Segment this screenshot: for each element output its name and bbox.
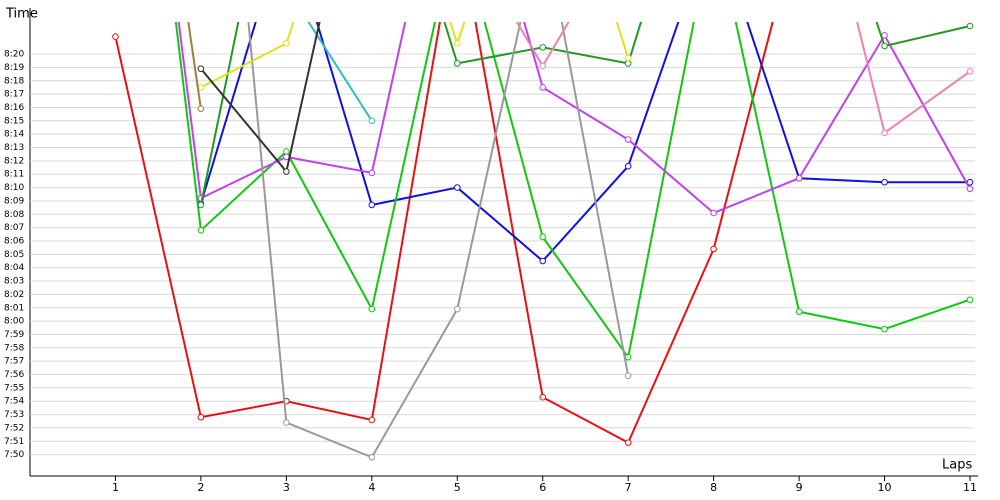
x-tick-label: 11 <box>963 481 977 494</box>
y-tick-label: 7:55 <box>4 383 24 393</box>
y-tick-label: 8:07 <box>4 223 24 233</box>
data-point <box>966 68 974 75</box>
y-tick-label: 7:54 <box>4 397 24 407</box>
y-tick-label: 7:56 <box>4 370 24 380</box>
data-point <box>710 245 717 253</box>
series-line <box>307 22 373 122</box>
y-tick-label: 7:52 <box>4 423 24 433</box>
data-point <box>795 174 803 182</box>
series-line <box>114 22 774 445</box>
x-tick-label: 5 <box>454 481 461 494</box>
x-tick-label: 8 <box>710 481 717 494</box>
y-tick-label: 7:50 <box>4 450 24 460</box>
series-line <box>200 22 630 89</box>
data-point <box>283 40 290 47</box>
x-tick-label: 1 <box>112 481 119 494</box>
data-point <box>197 105 205 113</box>
y-tick-label: 7:57 <box>4 357 24 367</box>
x-axis-title: Laps <box>942 458 972 473</box>
y-tick-label: 8:18 <box>4 76 24 86</box>
data-point <box>453 305 461 313</box>
data-point <box>368 454 376 461</box>
y-tick-label: 8:20 <box>4 50 24 60</box>
x-tick-label: 7 <box>625 481 632 494</box>
y-tick-label: 8:00 <box>4 317 24 327</box>
x-tick-label: 4 <box>368 481 375 494</box>
data-point <box>966 185 974 193</box>
x-tick-label: 10 <box>878 481 892 494</box>
data-point <box>624 372 632 380</box>
data-point <box>539 233 547 241</box>
y-tick-label: 8:05 <box>4 250 24 260</box>
y-tick-label: 8:13 <box>4 143 24 153</box>
y-tick-label: 8:01 <box>4 303 24 313</box>
y-tick-label: 8:19 <box>4 63 24 73</box>
data-point <box>966 22 974 30</box>
series-line <box>199 22 971 206</box>
data-point <box>966 296 974 304</box>
data-point <box>624 353 632 361</box>
data-point <box>197 65 205 73</box>
data-point <box>112 33 119 40</box>
data-point <box>197 201 205 209</box>
data-point <box>283 419 290 426</box>
x-tick-label: 9 <box>796 481 803 494</box>
y-tick-label: 7:58 <box>4 343 24 353</box>
data-point <box>624 439 632 446</box>
data-point <box>368 201 376 209</box>
y-tick-label: 8:04 <box>4 263 24 273</box>
data-point <box>453 60 461 67</box>
data-point <box>539 84 547 91</box>
data-point <box>368 169 376 177</box>
series-line <box>200 22 321 174</box>
data-point <box>197 227 205 234</box>
data-point <box>368 416 376 424</box>
x-tick-label: 6 <box>539 481 546 494</box>
data-point <box>881 325 888 333</box>
y-tick-label: 8:08 <box>4 210 24 220</box>
data-point <box>283 148 290 155</box>
data-point <box>539 257 547 265</box>
y-tick-label: 8:16 <box>4 103 24 113</box>
y-tick-label: 8:17 <box>4 90 24 100</box>
y-tick-label: 8:06 <box>4 236 24 246</box>
y-tick-label: 7:53 <box>4 410 24 420</box>
data-point <box>539 393 547 401</box>
data-point <box>453 40 461 47</box>
series-line <box>247 22 630 459</box>
data-point <box>368 117 376 125</box>
y-tick-label: 8:14 <box>4 130 24 140</box>
x-tick-label: 3 <box>283 481 290 494</box>
data-point <box>197 413 205 421</box>
data-point <box>539 62 547 70</box>
y-tick-label: 8:03 <box>4 277 24 287</box>
data-point <box>283 168 290 175</box>
x-tick-label: 2 <box>197 481 204 494</box>
y-tick-label: 8:15 <box>4 116 24 126</box>
y-tick-label: 8:11 <box>4 170 24 180</box>
data-point <box>624 60 632 67</box>
series-line <box>856 22 971 135</box>
y-tick-label: 7:51 <box>4 437 24 447</box>
series-line <box>515 22 570 69</box>
data-point <box>539 44 547 51</box>
data-point <box>881 178 888 186</box>
data-point <box>368 305 376 313</box>
data-point <box>624 54 632 62</box>
data-point <box>453 184 461 191</box>
y-axis-title: Time <box>5 7 38 22</box>
y-tick-label: 8:12 <box>4 156 24 166</box>
data-point <box>624 162 632 170</box>
series-line <box>199 22 970 263</box>
data-point <box>795 308 803 316</box>
y-tick-label: 8:02 <box>4 290 24 300</box>
y-tick-label: 7:59 <box>4 330 24 340</box>
y-tick-label: 8:09 <box>4 196 24 206</box>
y-tick-label: 8:10 <box>4 183 24 193</box>
data-point <box>881 129 888 137</box>
data-point <box>881 42 888 50</box>
data-point <box>624 136 632 143</box>
data-point <box>710 209 717 217</box>
